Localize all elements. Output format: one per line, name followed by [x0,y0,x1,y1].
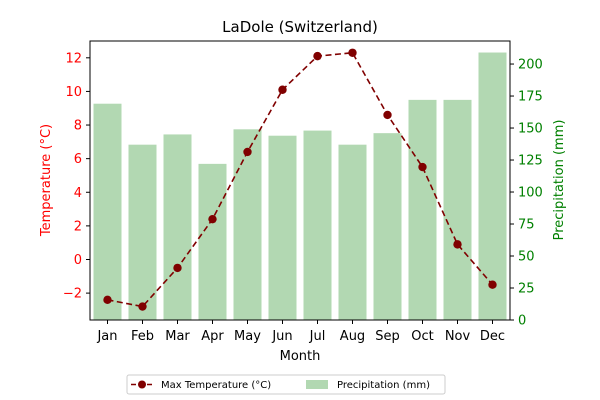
right-tick-label: 100 [518,186,543,201]
legend-bar-swatch [306,380,328,389]
temperature-point-apr [208,214,217,224]
precipitation-bar-jan [93,103,122,321]
legend-temperature-label: Max Temperature (°C) [161,380,271,391]
right-tick-label: 150 [518,122,543,137]
right-tick-label: 175 [518,90,543,105]
precipitation-bar-may [233,129,262,320]
temperature-point-dec [488,280,497,289]
right-tick-label: 50 [518,250,535,265]
right-tick-label: 25 [518,282,535,297]
right-tick-label: 0 [518,314,526,329]
plot-frame [89,40,511,321]
precipitation-bar-apr [198,163,227,320]
temperature-point-jul [313,51,322,61]
temperature-line-series [103,48,497,311]
precipitation-bars [93,52,507,321]
left-tick-label: 8 [74,119,82,134]
temperature-point-feb [138,302,147,311]
precipitation-bar-oct [408,99,437,321]
legend: Max Temperature (°C) Precipitation (mm) [126,374,446,395]
temperature-point-sep [383,110,392,120]
precipitation-bar-sep [373,133,402,320]
x-tick-label-feb: Feb [131,329,154,344]
precipitation-bar-mar [163,134,192,320]
precipitation-bar-aug [338,144,367,320]
legend-frame [126,374,446,395]
legend-line-marker [138,380,146,389]
x-tick-label-jan: Jan [96,329,117,344]
left-tick-label: 4 [74,186,82,201]
x-tick-label-jun: Jun [271,329,292,344]
temperature-point-may [243,147,252,157]
right-tick-label: 125 [518,154,543,169]
precipitation-bar-jun [268,135,297,320]
left-tick-label: 2 [74,219,82,234]
temperature-point-jan [103,295,112,305]
chart-title: LaDole (Switzerland) [222,18,378,36]
x-tick-label-nov: Nov [445,329,471,344]
legend-precipitation-label: Precipitation (mm) [337,380,430,391]
left-tick-label: 0 [74,253,82,268]
left-tick-label: 6 [74,152,82,167]
temperature-point-mar [173,263,182,273]
x-tick-label-aug: Aug [340,329,365,344]
x-tick-label-dec: Dec [480,329,505,344]
x-tick-label-oct: Oct [411,329,433,344]
x-tick-label-may: May [234,329,261,344]
x-tick-label-mar: Mar [165,329,190,344]
left-tick-label: 12 [65,51,82,66]
precipitation-bar-jul [303,130,332,320]
temperature-point-oct [418,162,427,172]
right-axis-title: Precipitation (mm) [552,120,567,241]
x-tick-label-apr: Apr [201,329,224,344]
temperature-point-jun [278,85,287,94]
temperature-line [107,51,494,308]
precipitation-bar-nov [443,99,472,321]
left-tick-label: −2 [63,287,82,302]
left-tick-label: 10 [65,85,82,100]
precipitation-bar-feb [128,144,157,320]
axes: Jan Feb Mar Apr May Jun Jul Aug Sep Oct Nov Dec −2 0 2… [63,40,543,344]
temperature-point-aug [348,48,357,57]
x-tick-label-jul: Jul [309,329,326,344]
x-axis-title: Month [280,349,321,364]
right-tick-label: 75 [518,218,535,233]
temperature-point-nov [453,240,462,249]
right-tick-label: 200 [518,58,543,73]
precipitation-bar-dec [478,52,507,321]
x-tick-label-sep: Sep [375,329,400,344]
left-axis-title: Temperature (°C) [39,124,54,237]
